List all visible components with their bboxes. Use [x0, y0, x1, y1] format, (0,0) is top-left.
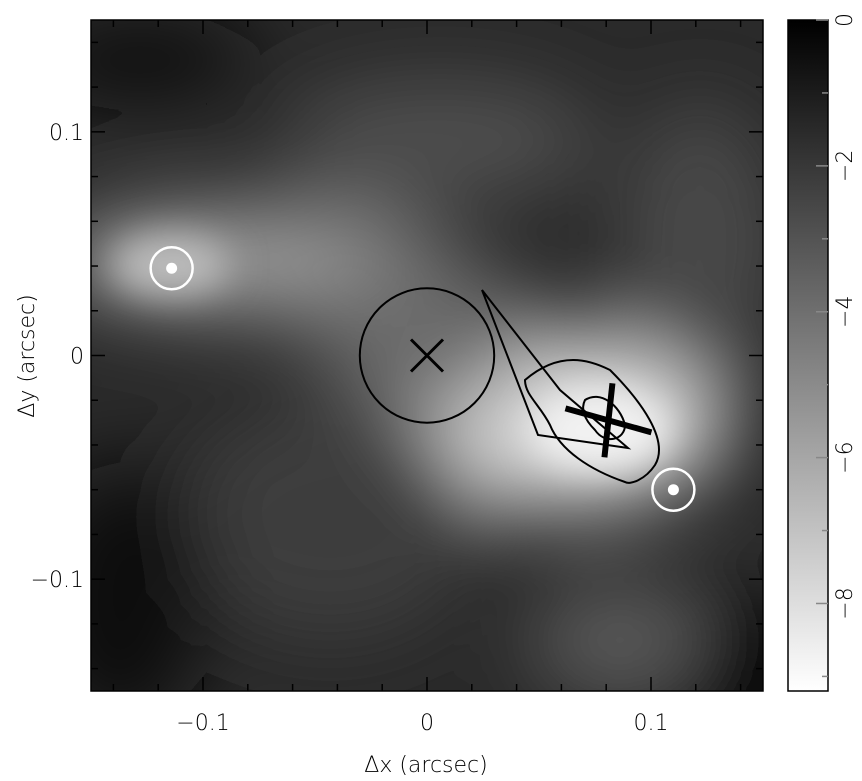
colorbar: [788, 20, 828, 691]
y-tick-label: 0: [70, 345, 84, 370]
x-tick-label: −0.1: [176, 711, 229, 736]
marker-dot: [668, 484, 679, 495]
x-axis-label: Δx (arcsec): [364, 753, 487, 777]
image-background: [20, 10, 860, 770]
y-tick-label: −0.1: [31, 568, 84, 593]
x-tick-label: 0: [420, 711, 434, 736]
y-tick-label: 0.1: [49, 121, 84, 146]
chart: Δx (arcsec) Δy (arcsec) −0.1 0 0.1 −0.1 0 0.1…: [0, 0, 862, 777]
y-axis-label: Δy (arcsec): [15, 294, 40, 417]
colorbar-tick-label: −6: [833, 441, 858, 473]
colorbar-tick-label: −2: [833, 150, 858, 182]
x-tick-label: 0.1: [634, 711, 669, 736]
colorbar-tick-label: −8: [833, 587, 858, 619]
marker-dot: [166, 263, 177, 274]
colorbar-tick-label: −4: [833, 296, 858, 328]
colorbar-tick-label: 0: [833, 13, 858, 27]
